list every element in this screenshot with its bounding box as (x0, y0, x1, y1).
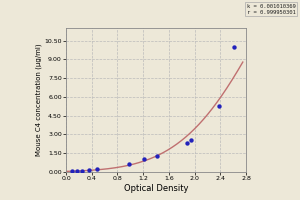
Point (142, 158, 147, 161)
Text: k = 0.001010369
r = 0.999950301: k = 0.001010369 r = 0.999950301 (247, 4, 296, 15)
Point (70, 170, 75, 173)
Point (74, 170, 79, 173)
Point (184, 142, 189, 145)
Point (80, 169, 85, 172)
Point (189, 138, 194, 142)
Point (94, 168, 99, 171)
Point (127, 162, 131, 165)
Point (86, 169, 91, 172)
Point (217, 104, 221, 107)
X-axis label: Optical Density: Optical Density (124, 184, 188, 193)
Y-axis label: Mouse C4 concentration (μg/ml): Mouse C4 concentration (μg/ml) (35, 44, 42, 156)
Point (155, 155, 160, 158)
Point (232, 45, 237, 48)
